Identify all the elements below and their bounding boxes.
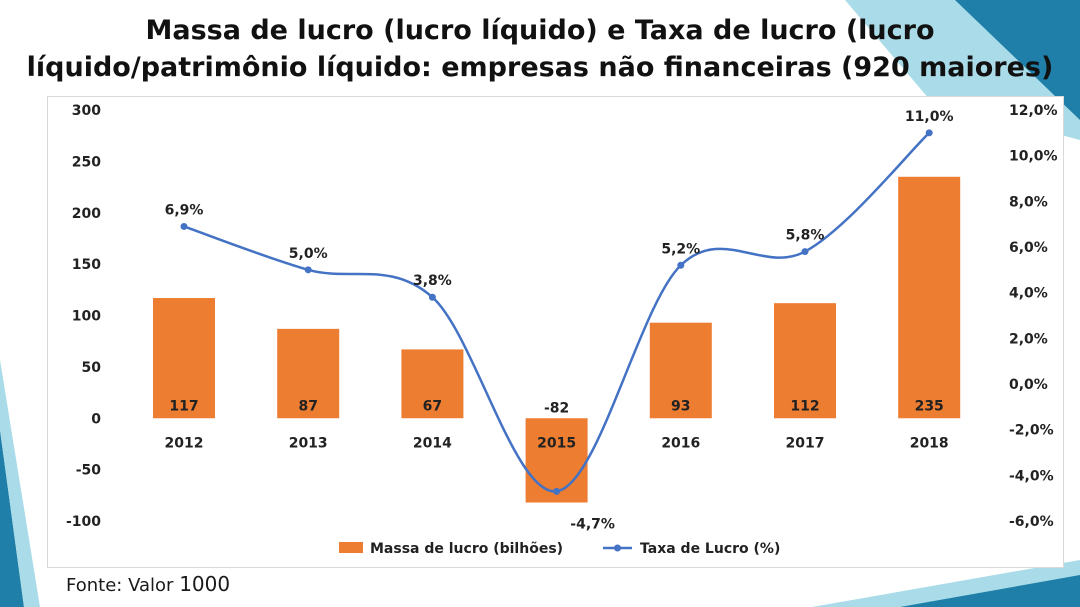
bar-data-label: 67 bbox=[423, 398, 442, 414]
source-year: 1000 bbox=[179, 572, 231, 596]
right-axis-tick-label: -2,0% bbox=[1009, 423, 1054, 439]
bar-series: 117 87 67 -82 93 112 235 bbox=[153, 176, 961, 503]
right-axis-tick-label: 4,0% bbox=[1009, 286, 1048, 302]
left-axis-tick-label: 100 bbox=[72, 309, 101, 325]
chart-title-line-1: Massa de lucro (lucro líquido) e Taxa de… bbox=[145, 15, 935, 46]
bar-2017 bbox=[774, 303, 836, 419]
right-axis-tick-label: 6,0% bbox=[1009, 240, 1048, 256]
left-axis-tick-label: -50 bbox=[76, 463, 102, 479]
category-label: 2016 bbox=[661, 435, 700, 451]
bar-2016 bbox=[649, 322, 712, 419]
bar-data-label: 87 bbox=[298, 398, 317, 414]
legend-swatch-line-marker bbox=[614, 544, 621, 552]
line-point-2014 bbox=[428, 293, 436, 301]
legend-label-bar: Massa de lucro (bilhões) bbox=[370, 541, 563, 557]
bar-2014 bbox=[401, 349, 464, 419]
line-data-label: 3,8% bbox=[413, 273, 452, 289]
line-point-2013 bbox=[304, 266, 312, 274]
line-data-label: 5,2% bbox=[661, 241, 700, 257]
bar-data-label: 93 bbox=[671, 398, 690, 414]
bar-data-label: 235 bbox=[915, 398, 944, 414]
bar-2012 bbox=[153, 298, 215, 419]
left-axis: 300 250 200 150 100 50 0 -50 -100 bbox=[66, 103, 101, 530]
category-label: 2015 bbox=[537, 435, 576, 451]
line-point-2018 bbox=[925, 129, 933, 137]
source-label: Fonte: bbox=[66, 575, 123, 596]
category-label: 2018 bbox=[910, 435, 949, 451]
category-label: 2013 bbox=[289, 435, 328, 451]
legend-swatch-bar bbox=[339, 542, 363, 553]
category-axis: 2012 2013 2014 2015 2016 2017 2018 bbox=[165, 435, 949, 451]
line-point-2012 bbox=[180, 222, 188, 230]
right-axis-tick-label: -6,0% bbox=[1009, 514, 1054, 530]
line-point-2017 bbox=[801, 248, 809, 256]
top-right-dark-shape bbox=[955, 0, 1080, 120]
line-data-label: 5,0% bbox=[289, 246, 328, 262]
bottom-right-dark-shape bbox=[900, 575, 1080, 607]
source-note: Fonte: Valor 1000 bbox=[66, 572, 230, 596]
left-accent-light-shape bbox=[0, 360, 40, 607]
right-axis: 12,0% 10,0% 8,0% 6,0% 4,0% 2,0% 0,0% -2,0% -4,0%… bbox=[1009, 103, 1058, 530]
category-label: 2012 bbox=[165, 435, 204, 451]
right-axis-tick-label: 8,0% bbox=[1009, 194, 1048, 210]
right-axis-tick-label: 10,0% bbox=[1009, 149, 1058, 165]
right-axis-tick-label: -4,0% bbox=[1009, 468, 1054, 484]
chart-title-line-2: líquido/patrimônio líquido: empresas não… bbox=[26, 52, 1054, 83]
line-data-label: 11,0% bbox=[905, 109, 954, 125]
bar-2018 bbox=[898, 176, 961, 419]
left-axis-tick-label: 300 bbox=[72, 103, 101, 119]
right-axis-tick-label: 2,0% bbox=[1009, 331, 1048, 347]
left-axis-tick-label: 0 bbox=[91, 411, 101, 427]
line-data-label: 6,9% bbox=[165, 202, 204, 218]
bar-data-label: 112 bbox=[790, 398, 819, 414]
chart-title: Massa de lucro (lucro líquido) e Taxa de… bbox=[20, 12, 1060, 86]
category-label: 2014 bbox=[413, 435, 452, 451]
bar-2013 bbox=[277, 328, 340, 419]
bar-data-label: -82 bbox=[544, 400, 569, 416]
left-axis-tick-label: 200 bbox=[72, 206, 101, 222]
left-axis-tick-label: 150 bbox=[72, 257, 101, 273]
right-axis-tick-label: 0,0% bbox=[1009, 377, 1048, 393]
line-point-2016 bbox=[677, 261, 685, 269]
line-point-2015 bbox=[553, 487, 561, 495]
line-data-label: -4,7% bbox=[570, 516, 615, 532]
bar-data-label: 117 bbox=[169, 398, 198, 414]
line-data-label: 5,8% bbox=[786, 228, 825, 244]
source-name: Valor bbox=[128, 575, 174, 596]
right-axis-tick-label: 12,0% bbox=[1009, 103, 1058, 119]
category-label: 2017 bbox=[786, 435, 825, 451]
left-axis-tick-label: -100 bbox=[66, 514, 101, 530]
legend-label-line: Taxa de Lucro (%) bbox=[640, 541, 780, 557]
left-axis-tick-label: 250 bbox=[72, 154, 101, 170]
left-axis-tick-label: 50 bbox=[82, 360, 102, 376]
legend: Massa de lucro (bilhões) Taxa de Lucro (%… bbox=[339, 541, 780, 557]
line-series: 6,9% 5,0% 3,8% -4,7% 5,2% 5,8% 11,0% bbox=[165, 109, 954, 532]
